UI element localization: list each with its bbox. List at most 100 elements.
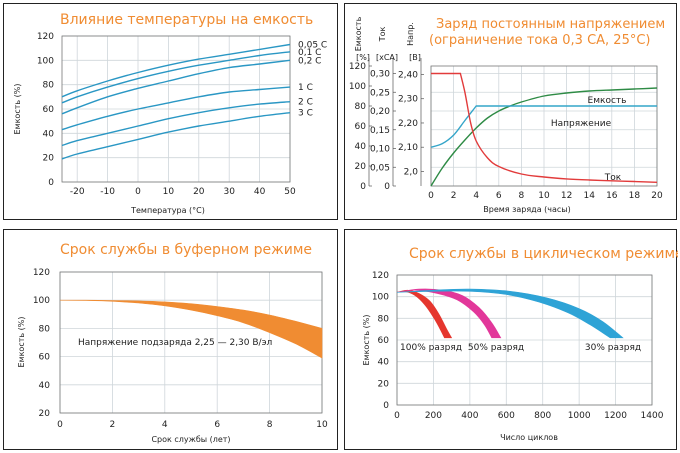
y-tick-label: 40 bbox=[355, 142, 367, 152]
y-tick-label: 40 bbox=[39, 381, 51, 391]
x-tick-label: 18 bbox=[629, 191, 641, 201]
x-tick-label: 800 bbox=[534, 411, 551, 421]
x-tick-label: 16 bbox=[606, 191, 618, 201]
axis-name: Емкость bbox=[354, 16, 363, 51]
charge-chart: Заряд постоянным напряжением (ограничени… bbox=[349, 16, 665, 214]
series-line bbox=[431, 72, 658, 183]
y-tick-label: 0 bbox=[360, 182, 366, 192]
chart-panel-charge: Заряд постоянным напряжением (ограничени… bbox=[344, 3, 677, 220]
chart-title: Заряд постоянным напряжением bbox=[436, 17, 665, 32]
y-tick-label: 40 bbox=[378, 358, 390, 368]
x-tick-label: 12 bbox=[561, 191, 572, 201]
x-tick-label: 2 bbox=[110, 420, 116, 430]
chart-panel-temperature: Влияние температуры на емкость Температу… bbox=[3, 3, 338, 220]
cycle-band bbox=[396, 288, 624, 339]
axis-name: Ток bbox=[378, 27, 387, 43]
y-tick-label: 0,10 bbox=[370, 145, 390, 155]
y-tick-label: 0,05 bbox=[370, 163, 390, 173]
x-tick-label: 8 bbox=[519, 191, 525, 201]
y-tick-label: 2,40 bbox=[398, 70, 418, 80]
y-axis-label: Емкость (%) bbox=[362, 315, 371, 366]
x-axis-label: Температура (°C) bbox=[130, 206, 205, 215]
y-tick-label: 0,20 bbox=[370, 107, 390, 117]
y-tick-label: 2,10 bbox=[398, 143, 418, 153]
series-label: Ток bbox=[604, 173, 622, 183]
chart-subtitle: (ограничение тока 0,3 СА, 25°С) bbox=[429, 33, 651, 48]
axis-name: Напр. bbox=[406, 22, 415, 46]
chart-title: Влияние температуры на емкость bbox=[60, 12, 313, 28]
x-tick-label: 4 bbox=[162, 420, 168, 430]
y-tick-label: 20 bbox=[378, 379, 390, 389]
chart-panel-float-life: Срок службы в буферном режиме Срок служб… bbox=[3, 229, 338, 450]
x-tick-label: 0 bbox=[428, 191, 434, 201]
x-tick-label: 6 bbox=[496, 191, 502, 201]
temperature-capacity-chart: Влияние температуры на емкость Температу… bbox=[13, 12, 327, 215]
y-tick-label: 120 bbox=[349, 62, 366, 72]
x-tick-label: -10 bbox=[100, 187, 115, 197]
plot-frame bbox=[61, 35, 291, 183]
series-label: 2 C bbox=[298, 98, 313, 108]
series-line bbox=[61, 86, 291, 131]
x-tick-label: 30 bbox=[223, 187, 235, 197]
x-tick-label: 50 bbox=[284, 187, 296, 197]
y-tick-label: 100 bbox=[372, 293, 389, 303]
series-label: 0,2 C bbox=[298, 56, 321, 66]
annotation-text: Напряжение подзаряда 2,25 — 2,30 В/эл bbox=[78, 338, 272, 348]
x-tick-label: -20 bbox=[70, 187, 85, 197]
x-tick-label: 1400 bbox=[641, 411, 664, 421]
series-label: 30% разряд bbox=[585, 343, 641, 353]
x-tick-label: 2 bbox=[451, 191, 457, 201]
x-tick-label: 40 bbox=[254, 187, 266, 197]
axis-unit: [хСА] bbox=[376, 53, 398, 62]
y-tick-label: 120 bbox=[37, 32, 54, 42]
x-tick-label: 0 bbox=[135, 187, 141, 197]
y-tick-label: 0,25 bbox=[370, 88, 390, 98]
y-tick-label: 100 bbox=[349, 82, 366, 92]
y-tick-label: 80 bbox=[378, 314, 390, 324]
axis-unit: [В] bbox=[409, 53, 421, 62]
x-tick-label: 4 bbox=[473, 191, 479, 201]
x-tick-label: 200 bbox=[425, 411, 442, 421]
plot-frame bbox=[430, 65, 658, 187]
x-tick-label: 0 bbox=[57, 420, 63, 430]
y-tick-label: 100 bbox=[37, 56, 54, 66]
chart-title: Срок службы в буферном режиме bbox=[60, 242, 312, 258]
x-tick-label: 600 bbox=[498, 411, 515, 421]
chart-panel-cycle-life: Срок службы в циклическом режиме Число ц… bbox=[344, 229, 678, 450]
x-tick-label: 0 bbox=[394, 411, 400, 421]
y-tick-label: 80 bbox=[43, 81, 55, 91]
series-line bbox=[61, 59, 291, 115]
x-axis-label: Число циклов bbox=[500, 433, 558, 442]
x-tick-label: 20 bbox=[193, 187, 205, 197]
series-line bbox=[61, 43, 291, 98]
x-tick-label: 14 bbox=[583, 191, 595, 201]
series-label: 50% разряд bbox=[468, 343, 524, 353]
y-tick-label: 60 bbox=[355, 122, 367, 132]
chart-title: Срок службы в циклическом режиме bbox=[409, 246, 678, 262]
y-tick-label: 0 bbox=[384, 182, 390, 192]
y-tick-label: 20 bbox=[355, 162, 367, 172]
y-tick-label: 80 bbox=[39, 324, 51, 334]
y-tick-label: 2,20 bbox=[398, 119, 418, 129]
series-label: 100% разряд bbox=[400, 343, 462, 353]
float-life-chart: Срок службы в буферном режиме Срок служб… bbox=[17, 242, 328, 444]
axis-unit: [%] bbox=[356, 53, 370, 62]
series-label: 0,1 C bbox=[298, 48, 321, 58]
x-tick-label: 1000 bbox=[568, 411, 591, 421]
series-label: Емкость bbox=[588, 96, 627, 106]
series-line bbox=[61, 101, 291, 147]
y-tick-label: 120 bbox=[33, 268, 50, 278]
x-tick-label: 1200 bbox=[604, 411, 627, 421]
series-label: 1 C bbox=[298, 83, 313, 93]
y-tick-label: 60 bbox=[39, 353, 51, 363]
x-tick-label: 20 bbox=[651, 191, 663, 201]
y-tick-label: 0,15 bbox=[370, 126, 390, 136]
y-axis-label: Емкость (%) bbox=[17, 317, 26, 368]
x-axis-label: Срок службы (лет) bbox=[151, 435, 230, 444]
x-tick-label: 10 bbox=[316, 420, 328, 430]
y-tick-label: 0 bbox=[383, 401, 389, 411]
y-tick-label: 40 bbox=[43, 129, 55, 139]
y-tick-label: 60 bbox=[378, 336, 390, 346]
y-axis-label: Емкость (%) bbox=[13, 84, 22, 135]
series-line bbox=[61, 112, 291, 160]
